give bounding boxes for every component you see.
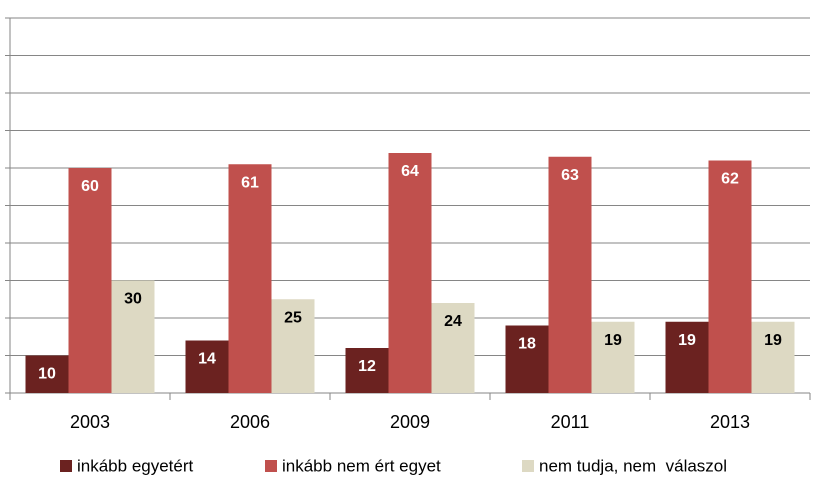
bar <box>708 160 752 393</box>
bar <box>388 153 432 393</box>
legend-swatch <box>265 460 277 472</box>
bar <box>665 321 709 393</box>
legend-swatch <box>60 460 72 472</box>
bar <box>271 299 315 393</box>
value-label: 12 <box>358 358 376 375</box>
value-label: 19 <box>604 332 622 349</box>
bar <box>25 355 69 393</box>
value-label: 62 <box>721 171 739 188</box>
legend-swatch <box>522 460 534 472</box>
bar <box>228 164 272 393</box>
x-tick-label: 2006 <box>230 412 270 432</box>
x-tick-label: 2003 <box>70 412 110 432</box>
bar <box>591 321 635 393</box>
legend-label: inkább egyetért <box>77 456 194 475</box>
bar <box>751 321 795 393</box>
legend-label: inkább nem ért egyet <box>282 456 441 475</box>
x-tick-label: 2011 <box>551 412 590 432</box>
bar <box>505 325 549 393</box>
bar <box>111 280 155 393</box>
value-label: 64 <box>401 163 419 180</box>
value-label: 30 <box>124 291 142 308</box>
value-label: 19 <box>678 332 696 349</box>
value-label: 61 <box>241 174 259 191</box>
bar <box>68 168 112 393</box>
bar <box>185 340 229 393</box>
x-tick-label: 2013 <box>710 412 750 432</box>
bar <box>548 156 592 393</box>
bar <box>345 348 389 393</box>
value-label: 60 <box>81 178 99 195</box>
bar <box>431 303 475 393</box>
value-label: 14 <box>198 351 216 368</box>
value-label: 25 <box>284 309 302 326</box>
value-label: 63 <box>561 167 579 184</box>
value-label: 19 <box>764 332 782 349</box>
legend-label: nem tudja, nem válaszol <box>539 456 727 475</box>
x-tick-label: 2009 <box>390 412 430 432</box>
value-label: 18 <box>518 336 536 353</box>
value-label: 10 <box>38 366 56 383</box>
value-label: 24 <box>444 313 462 330</box>
